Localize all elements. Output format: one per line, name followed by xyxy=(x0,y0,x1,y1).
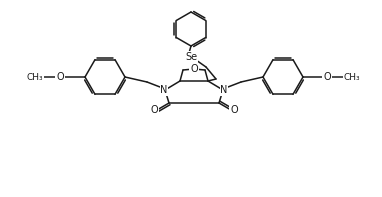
Text: O: O xyxy=(150,105,158,115)
Text: N: N xyxy=(160,85,168,95)
Text: O: O xyxy=(190,64,198,74)
Text: Se: Se xyxy=(185,52,197,62)
Text: O: O xyxy=(230,105,238,115)
Text: CH₃: CH₃ xyxy=(27,72,43,82)
Text: N: N xyxy=(220,85,228,95)
Text: CH₃: CH₃ xyxy=(344,72,360,82)
Text: O: O xyxy=(323,72,331,82)
Text: O: O xyxy=(56,72,64,82)
